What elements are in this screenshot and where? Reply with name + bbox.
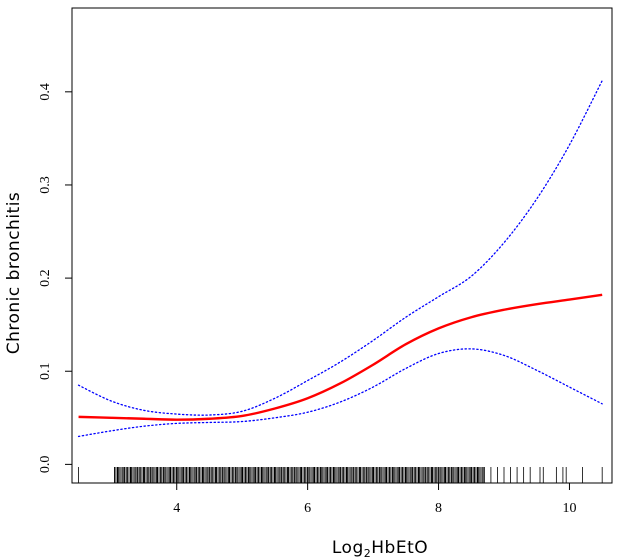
y-axis: 0.0 0.1 0.2 0.3 0.4 <box>38 83 72 473</box>
y-tick-label: 0.2 <box>38 269 53 287</box>
y-axis-label: Chronic bronchitis <box>4 192 24 355</box>
curves <box>77 80 603 438</box>
x-tick-label: 8 <box>435 501 442 516</box>
rug <box>78 467 603 483</box>
series-lower-ci-line <box>77 348 603 438</box>
x-axis: 4 6 8 10 <box>173 483 576 516</box>
x-tick-label: 6 <box>304 501 311 516</box>
series-upper-ci-line <box>77 80 603 416</box>
y-tick-label: 0.0 <box>38 456 53 474</box>
series-estimate-line <box>78 293 603 421</box>
y-tick-label: 0.3 <box>38 176 53 194</box>
y-tick-label: 0.4 <box>38 83 53 101</box>
y-tick-label: 0.1 <box>38 362 53 380</box>
x-axis-label: Log2HbEtO <box>332 538 428 560</box>
x-tick-label: 10 <box>562 501 576 516</box>
x-tick-label: 4 <box>173 501 180 516</box>
